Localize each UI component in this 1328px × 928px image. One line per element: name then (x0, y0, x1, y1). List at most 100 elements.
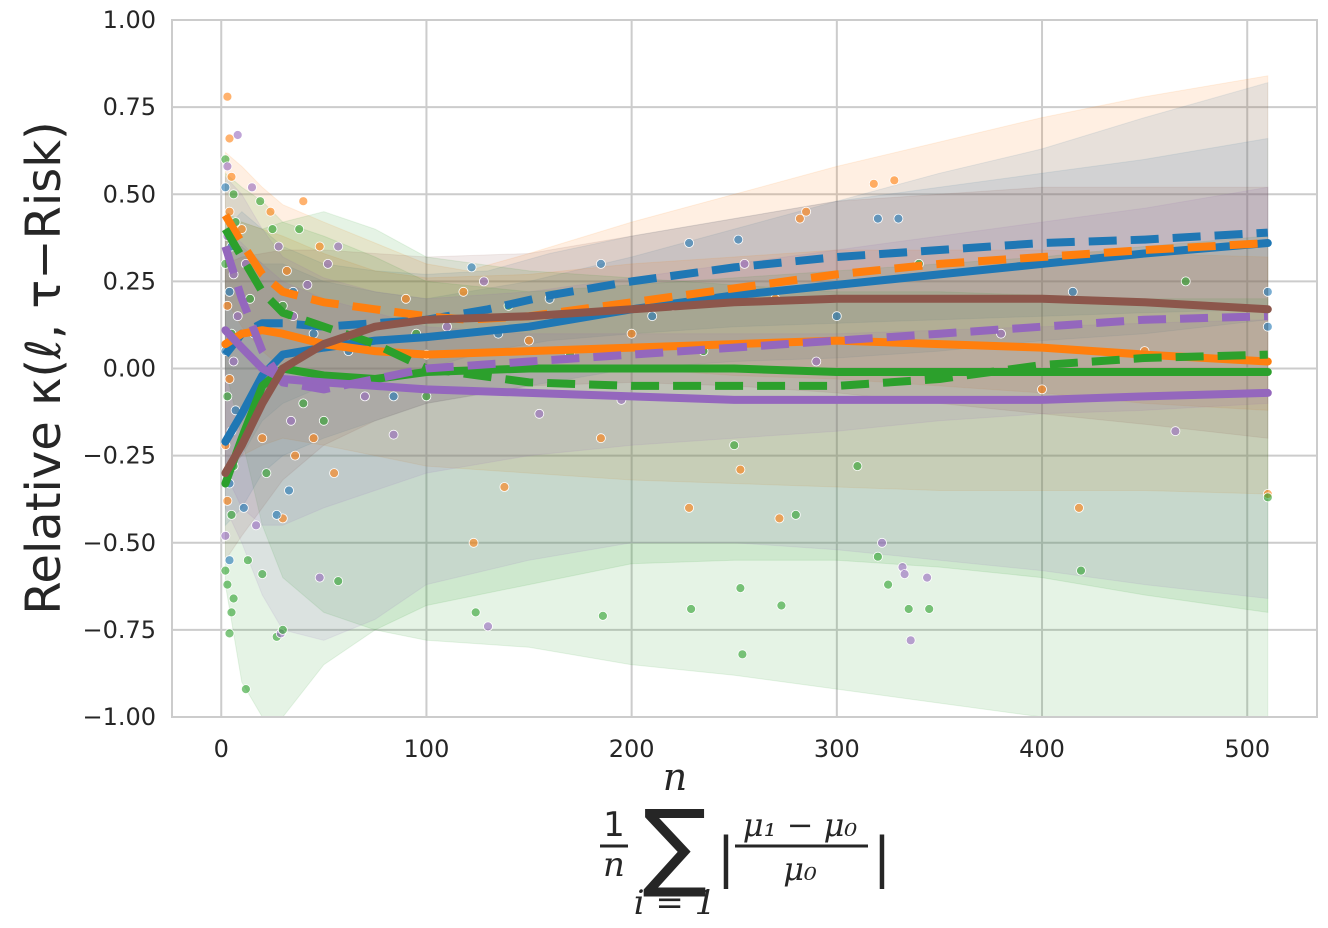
scatter-point (735, 583, 746, 593)
scatter-point (281, 265, 292, 276)
scatter-point (790, 510, 801, 520)
scatter-point (220, 182, 231, 193)
series-4-band (224, 210, 1269, 718)
scatter-point (893, 213, 904, 224)
scatter-point (686, 604, 696, 614)
x-axis-label: 1 n n ∑ i = 1 | μ₁ − μ₀ μ₀ | (600, 755, 891, 923)
series-6-line (221, 326, 1272, 404)
scatter-point (499, 482, 510, 492)
scatter-point (889, 175, 900, 186)
scatter-point (1262, 492, 1273, 503)
scatter-point (294, 224, 305, 235)
y-tick-label: −1.00 (82, 703, 156, 731)
scatter-point (238, 502, 249, 513)
scatter-point (524, 335, 534, 346)
scatter-point (220, 530, 231, 541)
scatter-point (739, 258, 750, 269)
scatter-point (899, 569, 910, 579)
scatter-point (1170, 426, 1181, 437)
scatter-point (273, 241, 284, 252)
scatter-point (596, 433, 606, 444)
scatter-point (774, 513, 785, 524)
y-tick-label: 0.75 (103, 93, 156, 121)
scatter-point (232, 311, 243, 322)
scatter-point (388, 391, 399, 402)
scatter-point (224, 628, 235, 639)
scatter-point (905, 635, 916, 646)
y-tick-label: −0.75 (82, 616, 156, 644)
scatter-point (852, 461, 863, 472)
x-label-sum-upper: n (663, 755, 687, 799)
scatter-point (242, 555, 253, 566)
scatter-point (222, 91, 233, 102)
scatter-point (873, 213, 883, 224)
scatter-point (224, 374, 235, 384)
scatter-point (598, 611, 608, 621)
x-label-inner-num: μ₁ − μ₀ (743, 806, 858, 844)
scatter-point (831, 311, 842, 322)
y-tick-label: −0.50 (82, 529, 156, 557)
scatter-point (626, 328, 637, 339)
scatter-point (222, 161, 233, 172)
scatter-point (596, 258, 606, 269)
scatter-point (458, 286, 469, 297)
scatter-point (801, 206, 811, 217)
scatter-point (468, 537, 479, 548)
scatter-point (222, 579, 233, 590)
x-label-sum-lower: i = 1 (634, 883, 717, 923)
scatter-point (737, 649, 748, 660)
y-axis-label: Relative κ(ℓ, τ−Risk) (16, 121, 72, 615)
scatter-point (222, 495, 233, 506)
y-tick-label: −0.25 (82, 442, 156, 470)
scatter-point (647, 311, 658, 322)
scatter-point (1262, 286, 1273, 297)
scatter-point (684, 238, 694, 248)
scatter-point (729, 440, 740, 451)
series-2-line (221, 326, 1272, 366)
scatter-point (224, 286, 235, 297)
scatter-point (483, 621, 493, 632)
scatter-point (478, 276, 489, 287)
scatter-point (228, 189, 239, 200)
scatter-point (290, 450, 301, 461)
scatter-point (271, 510, 282, 520)
scatter-point (226, 171, 237, 182)
x-label-frac-den: n (603, 845, 625, 885)
scatter-point (308, 433, 319, 444)
scatter-point (1262, 321, 1273, 332)
scatter-point (684, 502, 694, 513)
scatter-point (776, 600, 787, 611)
scatter-point (442, 321, 452, 332)
scatter-point (733, 234, 744, 245)
series-7-line (221, 245, 1268, 394)
scatter-point (922, 572, 932, 583)
scatter-point (1076, 565, 1086, 576)
x-tick-label: 400 (1019, 735, 1065, 763)
x-tick-labels: 0 100 200 300 400 500 (214, 735, 1271, 763)
scatter-point (318, 415, 329, 426)
scatter-point (735, 464, 746, 475)
scatter-point (228, 593, 239, 604)
scatter-point (903, 604, 914, 614)
scatter-point (534, 408, 545, 419)
x-label-abs-left: | (717, 826, 735, 889)
x-tick-label: 500 (1224, 735, 1270, 763)
x-tick-label: 100 (404, 735, 450, 763)
x-tick-label: 200 (609, 735, 655, 763)
scatter-point (388, 429, 399, 440)
scatter-point (261, 468, 272, 479)
scatter-point (265, 206, 276, 217)
scatter-point (257, 433, 268, 444)
scatter-point (400, 293, 411, 304)
scatter-point (883, 579, 893, 590)
x-tick-label: 300 (814, 735, 860, 763)
plot-frame (171, 19, 1318, 718)
scatter-point (226, 607, 237, 618)
scatter-point (466, 262, 477, 273)
scatter-point (222, 391, 233, 402)
y-tick-label: 0.25 (103, 267, 156, 295)
scatter-point (359, 391, 370, 402)
scatter-point (1180, 276, 1191, 287)
series-1-line (222, 228, 1269, 358)
